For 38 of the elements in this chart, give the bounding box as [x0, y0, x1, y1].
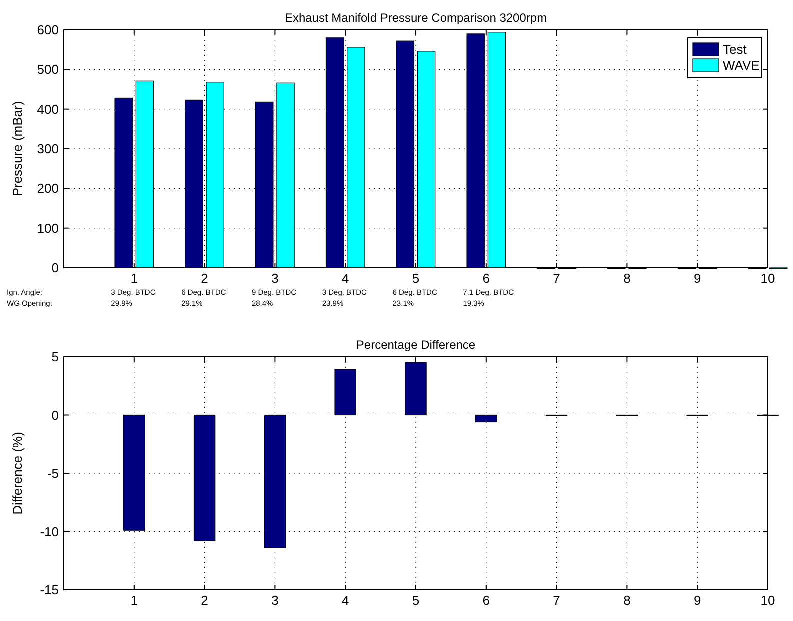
- y-tick-label: 0: [52, 408, 59, 423]
- x-tick-label: 10: [760, 593, 776, 608]
- x-tick-label: 6: [482, 593, 490, 608]
- x-tick-label: 5: [412, 271, 420, 286]
- y-tick-label: 5: [52, 350, 59, 364]
- legend-label: WAVE: [723, 58, 760, 73]
- y-tick-label: 400: [37, 102, 59, 117]
- x-tick-label: 7: [553, 593, 560, 608]
- y-tick-label: -5: [47, 466, 59, 481]
- x-tick-label: 6: [482, 271, 490, 286]
- y-tick-label: 300: [37, 142, 59, 156]
- x-tick-label: 9: [694, 593, 702, 608]
- y-axis-title: Difference (%): [10, 432, 25, 515]
- x-tick-label: 4: [342, 593, 350, 608]
- x-tick-label: 8: [624, 593, 631, 608]
- y-axis-title: Pressure (mBar): [10, 101, 25, 197]
- y-tick-label: 600: [37, 22, 59, 38]
- x-tick-label: 8: [624, 271, 631, 286]
- x-tick-label: 2: [201, 593, 208, 608]
- x-tick-label: 2: [201, 271, 208, 286]
- legend-label: Test: [723, 42, 748, 57]
- x-tick-label: 4: [342, 271, 350, 286]
- x-tick-label: 1: [130, 593, 138, 608]
- y-tick-label: 0: [52, 260, 59, 276]
- x-tick-label: 3: [272, 271, 279, 286]
- x-tick-label: 3: [272, 593, 279, 608]
- chart-title: Percentage Difference: [356, 338, 476, 352]
- y-tick-label: 200: [37, 181, 59, 196]
- x-tick-label: 9: [694, 271, 702, 286]
- y-tick-label: 100: [37, 220, 59, 236]
- y-tick-label: 500: [37, 62, 59, 78]
- chart-title: Exhaust Manifold Pressure Comparison 3200rpm: [284, 11, 548, 25]
- x-tick-label: 1: [130, 271, 138, 286]
- x-tick-label: 10: [760, 271, 776, 286]
- y-tick-label: -15: [40, 582, 59, 598]
- y-tick-label: -10: [40, 524, 59, 540]
- x-tick-label: 7: [553, 271, 560, 286]
- x-tick-label: 5: [412, 593, 420, 608]
